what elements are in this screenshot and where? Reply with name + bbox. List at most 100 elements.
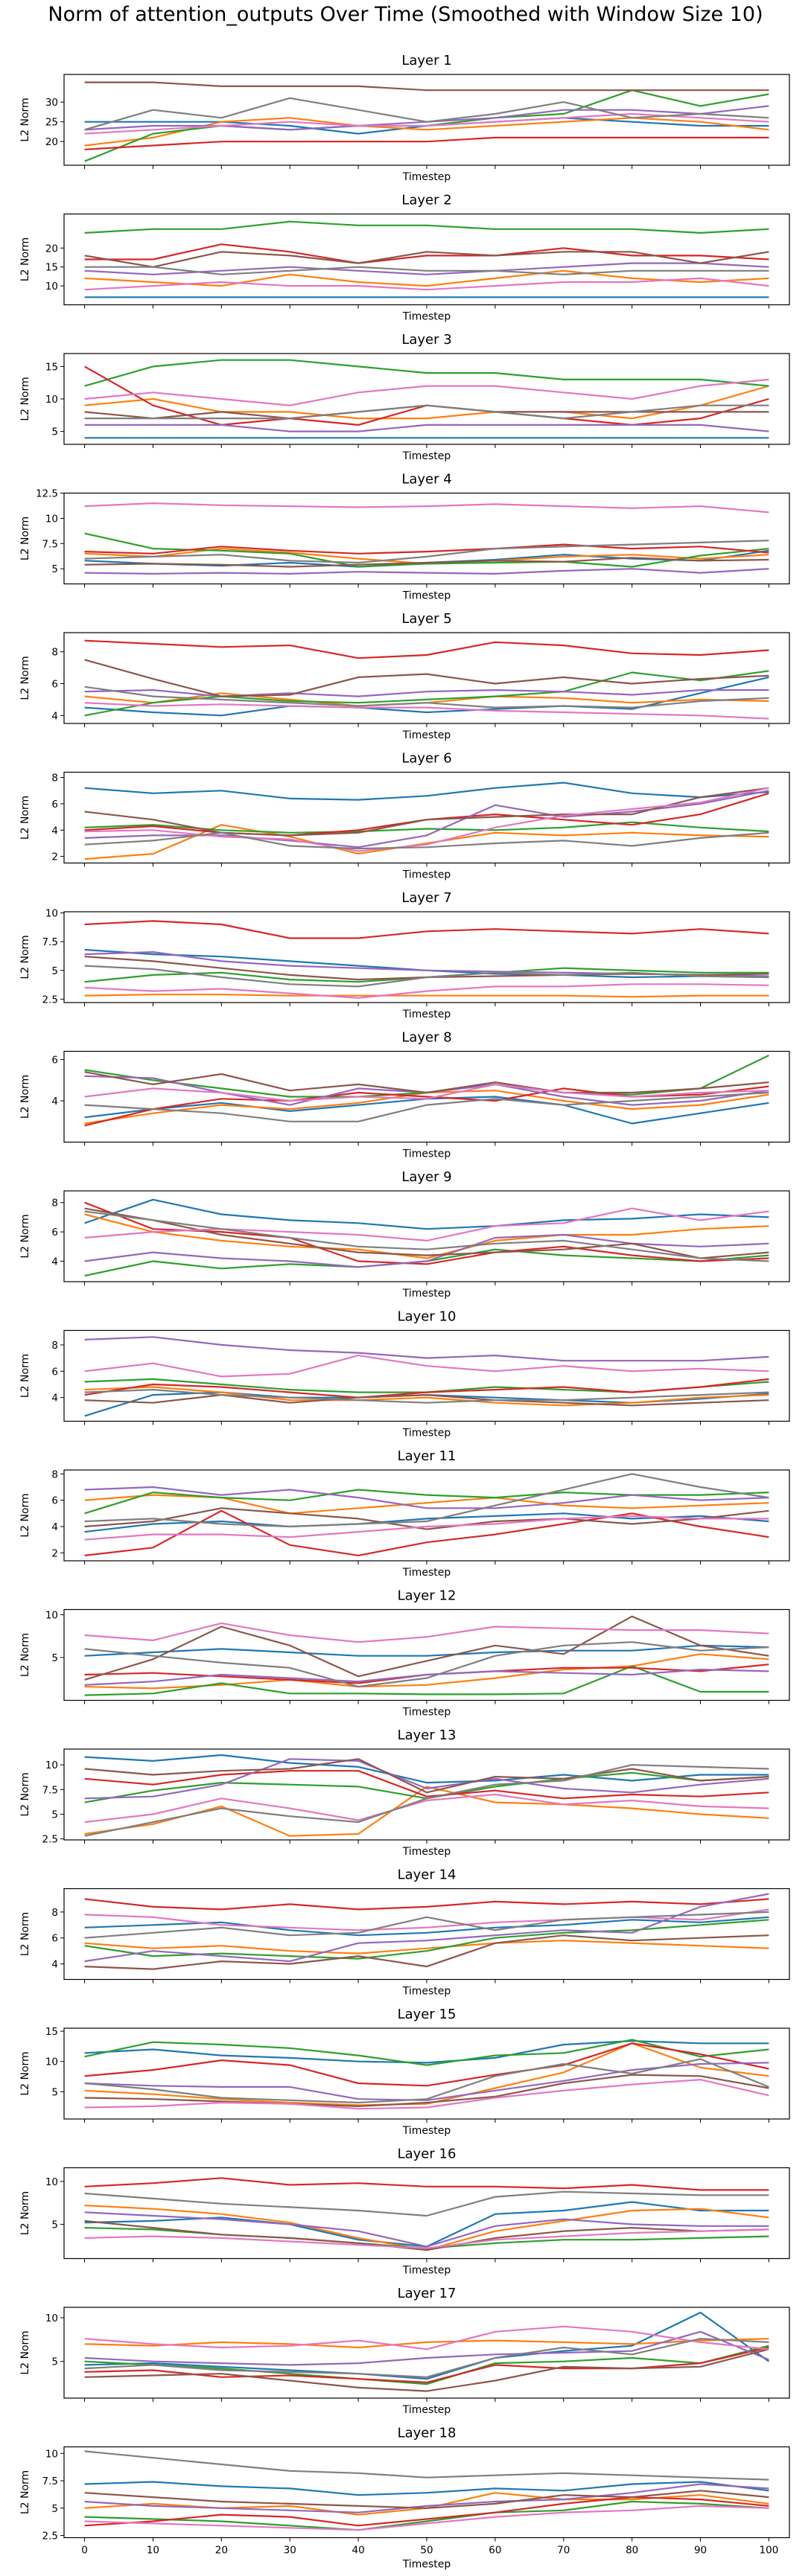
series-line-4: [84, 1509, 769, 1556]
subplot-layer-14: Layer 14 4 6 8 Timestep L2 Norm: [19, 1867, 790, 1998]
series-line-5: [84, 1758, 769, 1800]
series-line-3: [84, 220, 769, 234]
series-line-4: [84, 2042, 769, 2087]
y-tick-label: 4: [51, 1959, 58, 1971]
x-axis-label: Timestep: [402, 1288, 451, 1300]
y-axis-label: L2 Norm: [19, 2051, 31, 2095]
y-tick-label: 6: [51, 1055, 58, 1067]
series-line-7: [84, 1083, 769, 1102]
x-tick-label: 60: [489, 2545, 501, 2557]
y-tick-label: 8: [51, 647, 58, 659]
y-tick-label: 8: [51, 1198, 58, 1209]
x-axis-label: Timestep: [402, 1428, 451, 1439]
series-line-6: [84, 404, 769, 420]
series-line-6: [84, 787, 769, 837]
x-axis-label: Timestep: [402, 869, 451, 881]
subplot-title: Layer 5: [401, 611, 451, 627]
series-line-8: [84, 831, 769, 850]
y-tick-label: 10: [45, 1609, 58, 1621]
x-axis-label: Timestep: [402, 1148, 451, 1160]
figure-title: Norm of attention_outputs Over Time (Smo…: [48, 3, 763, 26]
series-line-5: [84, 1486, 769, 1509]
y-tick-label: 15: [45, 262, 58, 274]
series-line-5: [84, 1893, 769, 1963]
series-line-7: [84, 983, 769, 999]
series-line-5: [84, 262, 769, 275]
series-line-3: [84, 1665, 769, 1696]
series-line-5: [84, 1233, 769, 1268]
subplot-title: Layer 13: [398, 1728, 457, 1743]
subplot-title: Layer 14: [398, 1867, 457, 1883]
x-axis-label: Timestep: [402, 1707, 451, 1719]
series-line-4: [84, 920, 769, 939]
series-line-4: [84, 543, 769, 554]
x-axis-label: Timestep: [402, 2125, 451, 2137]
y-axis-label: L2 Norm: [19, 517, 31, 560]
x-tick-label: 40: [352, 2545, 365, 2557]
series-line-7: [84, 787, 769, 852]
y-tick-label: 5: [51, 2086, 58, 2098]
series-line-1: [84, 2201, 769, 2248]
series-line-1: [84, 2481, 769, 2496]
y-tick-label: 4: [51, 825, 58, 837]
subplot-title: Layer 2: [401, 193, 451, 208]
y-tick-label: 10: [45, 1760, 58, 1771]
series-line-2: [84, 385, 769, 420]
y-tick-label: 2: [51, 851, 58, 863]
subplot-title: Layer 3: [401, 332, 451, 348]
y-tick-label: 10: [45, 2448, 58, 2460]
y-tick-label: 5: [51, 2219, 58, 2231]
series-line-6: [84, 251, 769, 268]
series-line-4: [84, 136, 769, 150]
y-axis-label: L2 Norm: [19, 237, 31, 281]
y-tick-label: 10: [45, 394, 58, 406]
series-line-1: [84, 2040, 769, 2064]
series-line-6: [84, 2348, 769, 2392]
y-tick-label: 15: [45, 2026, 58, 2038]
y-tick-label: 5: [51, 2356, 58, 2368]
x-axis-label: Timestep: [402, 1009, 451, 1020]
subplot-title: Layer 17: [398, 2286, 457, 2301]
series-line-5: [84, 1669, 769, 1686]
y-tick-label: 6: [51, 799, 58, 811]
x-axis-label: Timestep: [402, 1986, 451, 1998]
series-line-4: [84, 243, 769, 264]
y-tick-label: 10: [45, 908, 58, 920]
y-axis-label: L2 Norm: [19, 935, 31, 979]
x-tick-label: 50: [420, 2545, 433, 2557]
series-line-4: [84, 2177, 769, 2191]
series-line-4: [84, 1770, 769, 1800]
y-tick-label: 6: [51, 1366, 58, 1378]
y-tick-label: 6: [51, 678, 58, 690]
series-line-7: [84, 702, 769, 720]
plot-frame: [63, 353, 790, 445]
y-tick-label: 25: [45, 117, 58, 129]
series-line-7: [84, 2325, 769, 2350]
y-tick-label: 20: [45, 243, 58, 255]
series-line-6: [84, 1393, 769, 1407]
y-tick-label: 5: [51, 563, 58, 575]
subplot-layer-7: Layer 7 2.5 5 7.5 10 Timestep L2 Norm: [19, 890, 790, 1020]
x-tick-label: 30: [284, 2545, 296, 2557]
y-axis-label: L2 Norm: [19, 1772, 31, 1816]
x-axis-label: Timestep: [402, 1846, 451, 1858]
y-axis-label: L2 Norm: [19, 1633, 31, 1677]
series-line-7: [84, 1908, 769, 1931]
series-line-7: [84, 277, 769, 291]
y-axis-label: L2 Norm: [19, 377, 31, 421]
subplot-layer-15: Layer 15 5 10 15 Timestep L2 Norm: [19, 2007, 790, 2137]
series-line-1: [84, 676, 769, 717]
series-line-1: [84, 1644, 769, 1657]
series-line-7: [84, 112, 769, 135]
series-line-3: [84, 2345, 769, 2385]
subplot-layer-8: Layer 8 4 6 Timestep L2 Norm: [19, 1030, 790, 1160]
series-line-5: [84, 2330, 769, 2366]
subplot-title: Layer 15: [398, 2007, 457, 2022]
series-line-8: [84, 1764, 769, 1837]
subplot-layer-5: Layer 5 4 6 8 Timestep L2 Norm: [19, 611, 790, 741]
plot-frame: [63, 911, 790, 1003]
y-axis-label: L2 Norm: [19, 1214, 31, 1258]
series-line-8: [84, 2338, 769, 2378]
y-tick-label: 10: [45, 513, 58, 525]
y-axis-label: L2 Norm: [19, 2330, 31, 2374]
